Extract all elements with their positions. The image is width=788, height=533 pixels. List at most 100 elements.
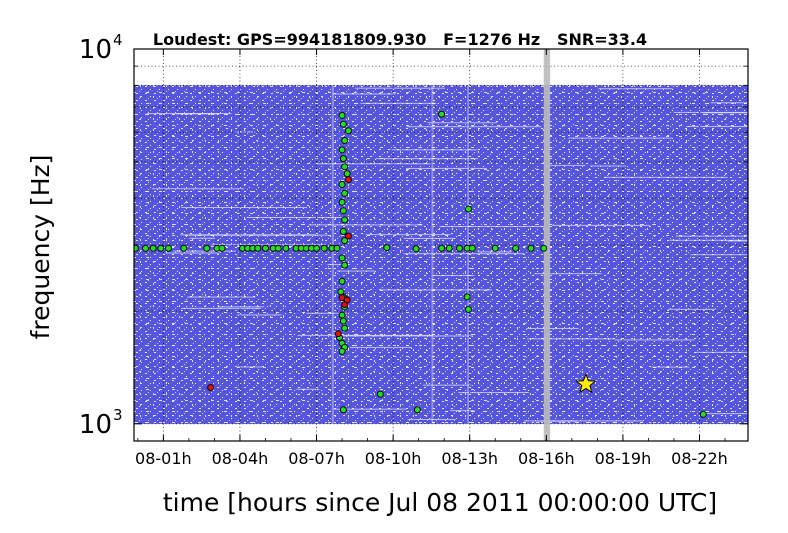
green-trigger-point xyxy=(341,137,349,144)
green-trigger-point xyxy=(313,244,320,252)
green-trigger-point xyxy=(338,311,346,319)
green-trigger-point xyxy=(438,110,446,118)
green-trigger-point xyxy=(341,163,349,171)
green-trigger-point xyxy=(339,207,347,215)
trigger-streak xyxy=(526,328,579,330)
trigger-streak xyxy=(152,188,245,190)
trigger-streak xyxy=(675,235,748,237)
trigger-streak xyxy=(189,237,216,239)
green-trigger-point xyxy=(343,170,351,178)
green-trigger-point xyxy=(338,254,346,262)
trigger-streak xyxy=(449,410,475,412)
trigger-streak xyxy=(669,239,748,241)
x-axis-label: time [hours since Jul 08 2011 00:00:00 U… xyxy=(163,488,717,517)
trigger-streak xyxy=(187,296,256,298)
trigger-streak xyxy=(433,275,475,277)
green-trigger-point xyxy=(699,410,707,418)
y-axis-label: frequency [Hz] xyxy=(26,155,55,340)
green-trigger-point xyxy=(445,244,453,252)
y-tick-label: 10 xyxy=(79,410,112,440)
green-trigger-point xyxy=(338,146,346,154)
trigger-streak xyxy=(237,366,263,368)
green-trigger-point xyxy=(339,155,347,163)
trigger-streak xyxy=(173,250,237,252)
trigger-streak xyxy=(403,237,456,239)
trigger-column xyxy=(467,85,470,424)
trigger-streak xyxy=(407,418,456,420)
trigger-streak xyxy=(365,234,451,236)
green-trigger-point xyxy=(345,127,352,135)
green-trigger-point xyxy=(413,406,421,414)
trigger-streak xyxy=(327,263,350,265)
data-gap xyxy=(543,49,551,441)
trigger-streak xyxy=(308,224,423,226)
green-trigger-point xyxy=(149,244,157,252)
x-tick-label: 08-07h xyxy=(288,449,345,468)
trigger-streak xyxy=(333,408,407,410)
trigger-streak xyxy=(406,167,487,169)
trigger-streak xyxy=(175,113,219,115)
y-tick-exponent: 4 xyxy=(113,31,123,49)
green-trigger-point xyxy=(338,198,346,206)
green-trigger-point xyxy=(341,261,349,269)
trigger-streak xyxy=(375,158,478,160)
trigger-streak xyxy=(523,420,644,422)
y-tick-label: 10 xyxy=(79,35,112,65)
red-trigger-point xyxy=(334,330,342,338)
green-trigger-point xyxy=(341,216,349,224)
trigger-streak xyxy=(527,338,614,340)
green-trigger-point xyxy=(339,228,347,235)
green-trigger-point xyxy=(218,244,226,252)
green-trigger-point xyxy=(438,244,446,252)
trigger-streak xyxy=(341,335,474,337)
trigger-streak xyxy=(568,137,672,139)
trigger-streak xyxy=(403,253,525,255)
green-trigger-point xyxy=(274,244,282,252)
trigger-streak xyxy=(181,206,308,208)
trigger-streak xyxy=(380,289,492,291)
y-tick-exponent: 3 xyxy=(113,406,123,424)
green-trigger-point xyxy=(339,317,347,325)
trigger-streak xyxy=(336,270,376,272)
x-tick-label: 08-04h xyxy=(212,449,269,468)
green-trigger-point xyxy=(157,244,165,252)
green-trigger-point xyxy=(464,305,472,313)
x-tick-label: 08-19h xyxy=(595,449,652,468)
x-tick-label: 08-22h xyxy=(671,449,728,468)
trigger-streak xyxy=(181,307,261,309)
trigger-column xyxy=(431,85,434,424)
green-trigger-point xyxy=(203,244,211,252)
trigger-streak xyxy=(552,224,650,226)
green-trigger-point xyxy=(463,293,471,301)
green-trigger-point xyxy=(341,237,349,245)
green-trigger-point xyxy=(333,244,341,252)
green-trigger-point xyxy=(262,244,269,252)
trigger-markers xyxy=(134,110,707,418)
green-trigger-point xyxy=(134,244,139,252)
trigger-streak xyxy=(727,240,748,242)
x-tick-label: 08-16h xyxy=(518,449,575,468)
green-trigger-point xyxy=(165,244,172,252)
trigger-streak xyxy=(296,388,320,390)
trigger-streak xyxy=(590,165,627,167)
green-trigger-point xyxy=(468,244,476,252)
trigger-streak xyxy=(391,149,478,151)
trigger-streak xyxy=(538,420,578,422)
trigger-streak xyxy=(690,254,748,256)
trigger-streak xyxy=(604,176,728,178)
x-tick-label: 08-13h xyxy=(441,449,498,468)
trigger-streak xyxy=(651,366,690,368)
trigger-streak xyxy=(439,226,544,228)
trigger-streak xyxy=(180,234,318,236)
trigger-streak xyxy=(165,252,220,254)
plot-area xyxy=(133,48,749,442)
green-trigger-point xyxy=(540,244,548,252)
green-trigger-point xyxy=(320,244,328,252)
trigger-streak xyxy=(685,126,748,128)
trigger-streak xyxy=(332,93,396,95)
chart-title: Loudest: GPS=994181809.930 F=1276 Hz SNR… xyxy=(153,30,647,49)
trigger-streak xyxy=(703,413,748,415)
trigger-streak xyxy=(237,314,282,316)
trigger-streak xyxy=(306,312,347,314)
